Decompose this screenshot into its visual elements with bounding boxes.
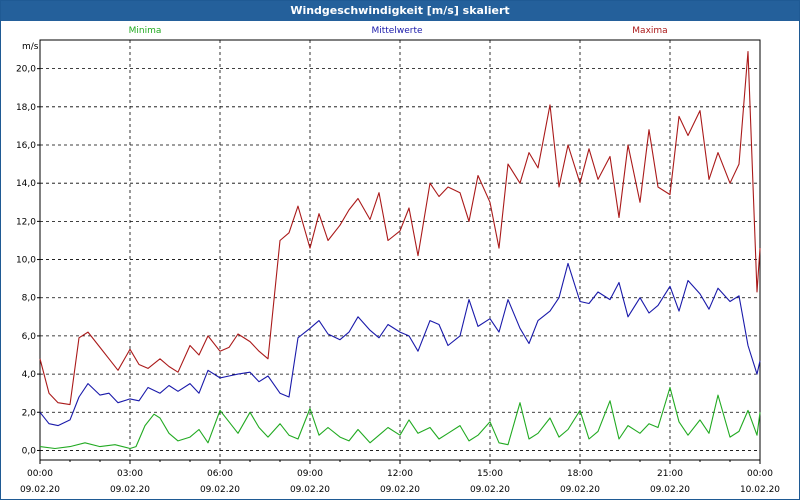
y-tick-label: 10,0 (16, 256, 36, 266)
x-tick-time-label: 12:00 (387, 469, 413, 479)
series-lines (39, 50, 761, 450)
x-tick-time-label: 00:00 (27, 469, 53, 479)
y-tick-label: 16,0 (16, 141, 36, 151)
x-tick-date-label: 09.02.20 (470, 485, 510, 495)
legend: Minima Mittelwerte Maxima (129, 26, 668, 36)
x-tick-time-label: 15:00 (477, 469, 503, 479)
y-tick-label: 14,0 (16, 179, 36, 189)
grid-lines (40, 40, 760, 460)
chart-title: Windgeschwindigkeit [m/s] skaliert (1, 1, 799, 21)
y-tick-label: 4,0 (22, 370, 37, 380)
x-tick-date-label: 09.02.20 (110, 485, 150, 495)
x-tick-date-label: 10.02.20 (740, 485, 780, 495)
y-tick-label: 18,0 (16, 103, 36, 113)
x-tick-date-label: 09.02.20 (380, 485, 420, 495)
x-tick-time-label: 06:00 (207, 469, 233, 479)
y-tick-label: 12,0 (16, 217, 36, 227)
y-tick-label: 0,0 (22, 446, 37, 456)
x-tick-date-label: 09.02.20 (560, 485, 600, 495)
y-tick-label: 8,0 (22, 294, 37, 304)
y-axis-label: m/s (22, 42, 39, 52)
x-tick-time-label: 18:00 (567, 469, 593, 479)
x-tick-time-label: 09:00 (297, 469, 323, 479)
series-line-maxima (39, 50, 761, 406)
x-tick-time-label: 03:00 (117, 469, 143, 479)
legend-entry-mittelwerte: Mittelwerte (371, 26, 422, 36)
y-tick-label: 2,0 (22, 408, 37, 418)
y-tick-label: 20,0 (16, 65, 36, 75)
legend-entry-minima: Minima (129, 26, 162, 36)
series-line-mittelwerte (39, 262, 761, 427)
x-tick-time-label: 00:00 (747, 469, 773, 479)
legend-entry-maxima: Maxima (632, 26, 667, 36)
y-tick-label: 6,0 (22, 332, 37, 342)
series-line-minima (39, 386, 761, 450)
x-tick-date-label: 09.02.20 (20, 485, 60, 495)
x-tick-date-label: 09.02.20 (200, 485, 240, 495)
x-tick-date-label: 09.02.20 (650, 485, 690, 495)
x-tick-time-label: 21:00 (657, 469, 683, 479)
x-tick-date-label: 09.02.20 (290, 485, 330, 495)
axes: 0,0 2,0 4,0 6,0 8,0 10,0 12,0 14,0 16,0 18,0 20,0 0… (16, 65, 780, 495)
